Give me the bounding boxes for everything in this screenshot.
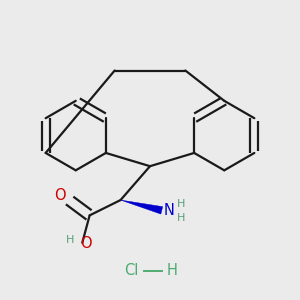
Text: O: O — [80, 236, 92, 251]
Text: H: H — [177, 200, 186, 209]
Text: H: H — [166, 263, 177, 278]
Text: H: H — [66, 235, 74, 245]
Text: O: O — [54, 188, 66, 203]
Text: Cl: Cl — [124, 263, 138, 278]
Polygon shape — [121, 200, 163, 214]
Text: N: N — [164, 203, 175, 218]
Text: H: H — [177, 213, 186, 223]
